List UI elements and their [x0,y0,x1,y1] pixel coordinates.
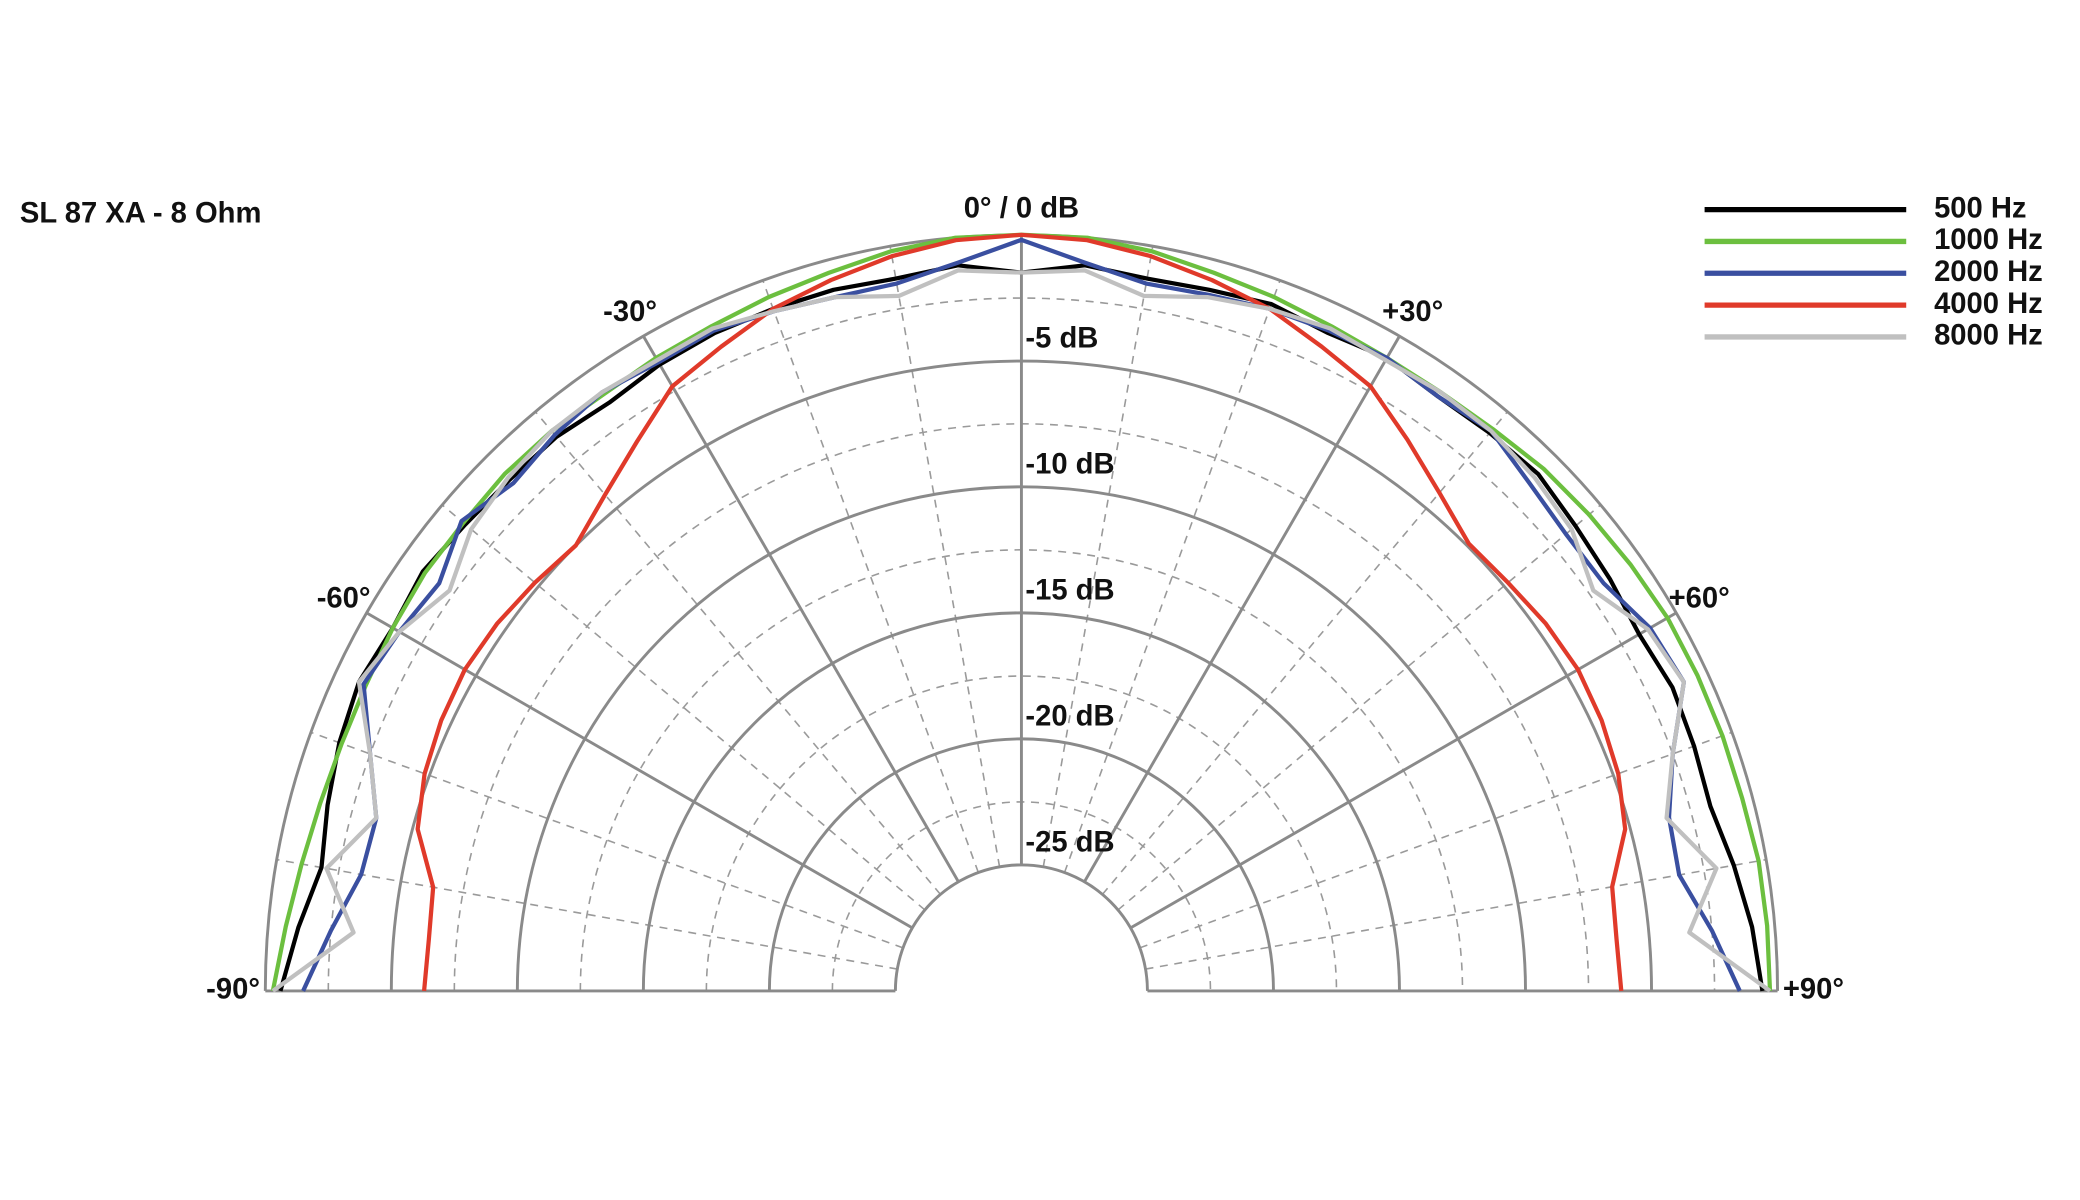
grid-spoke [642,335,960,883]
plot-area [270,232,1773,993]
grid-spoke-minor [1117,504,1602,911]
theta-tick-label: -60° [317,582,371,614]
grid-spoke-minor [1101,411,1509,895]
theta-tick-label: +60° [1669,582,1730,614]
grid-spoke [1083,335,1401,883]
grid-spoke [1129,611,1677,930]
chart-title: SL 87 XA - 8 Ohm [20,198,262,230]
grid-spoke-minor [441,504,926,911]
legend-label: 1000 Hz [1934,224,2043,256]
series-line [271,268,1772,993]
legend-label: 2000 Hz [1934,256,2043,288]
grid-spoke-minor [1139,731,1733,949]
r-tick-label: -20 dB [1025,700,1114,732]
legend-label: 500 Hz [1934,192,2026,224]
theta-tick-label: +30° [1382,296,1443,328]
grid-spoke-minor [1042,246,1154,867]
grid-ring-minor [705,675,1338,991]
series-line [415,232,1628,992]
grid-spoke-minor [534,411,942,895]
r-tick-label: -15 dB [1025,574,1114,606]
theta-tick-label: 0° / 0 dB [964,192,1079,224]
grid-spoke-minor [762,280,980,873]
r-tick-label: -5 dB [1025,322,1098,354]
legend-label: 8000 Hz [1934,320,2043,352]
theta-tick-label: -30° [603,296,657,328]
theta-tick-label: +90° [1783,974,1844,1006]
legend-label: 4000 Hz [1934,288,2043,320]
grid-spoke-minor [889,246,1001,867]
grid [263,233,1780,993]
grid-spoke-minor [310,731,904,949]
r-tick-label: -10 dB [1025,448,1114,480]
theta-tick-label: -90° [206,974,260,1006]
grid-spoke-minor [276,858,898,970]
labels: -5 dB -10 dB -15 dB -20 dB -25 dB -90° -60° -30… [206,192,1844,1005]
grid-ring [893,863,1149,991]
grid-spoke [365,611,914,930]
grid-ring-minor [327,297,1716,991]
grid-spoke-minor [1145,858,1767,970]
grid-spoke-minor [1063,280,1281,873]
r-tick-label: -25 dB [1025,826,1114,858]
